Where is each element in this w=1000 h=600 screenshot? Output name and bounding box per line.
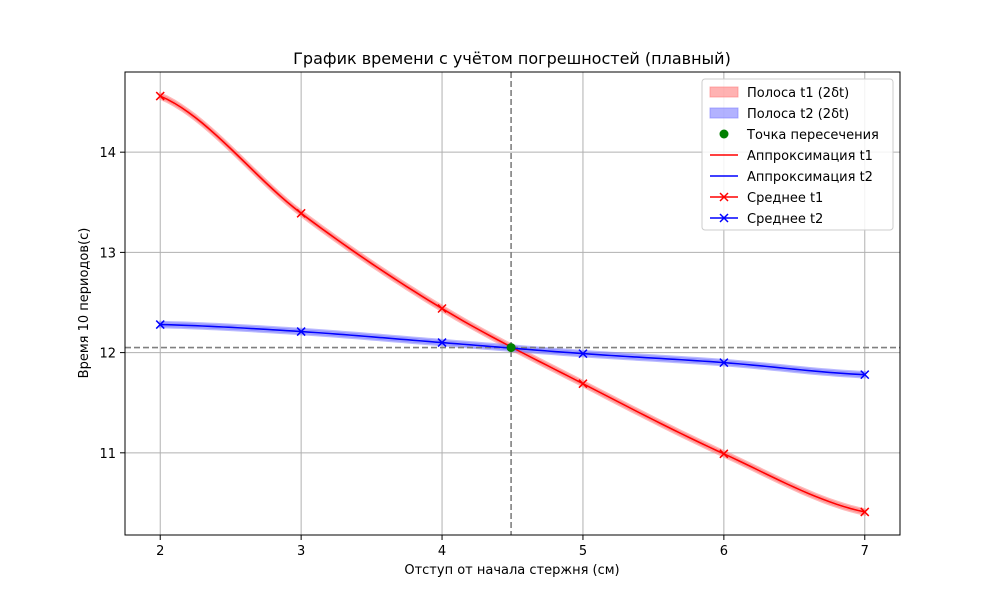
x-tick-label: 6: [720, 544, 728, 559]
plot-frame: [124, 71, 901, 536]
legend-entry: Полоса t2 (2δt): [709, 107, 849, 122]
axes: [124, 71, 901, 536]
error-band: [158, 91, 867, 517]
legend-swatch: [709, 86, 739, 98]
legend-entry: Среднее t1: [710, 191, 823, 206]
chart-title: График времени с учётом погрешностей (пл…: [293, 49, 731, 68]
x-tick-label: 2: [156, 544, 164, 559]
legend-entry: Полоса t1 (2δt): [709, 86, 849, 101]
x-ticks: 2 3 4 5 6 7: [156, 535, 869, 559]
data-point: [437, 338, 447, 348]
legend-label: Точка пересечения: [746, 128, 879, 143]
data-point: [155, 91, 165, 101]
legend-label: Полоса t1 (2δt): [747, 86, 849, 101]
legend-entry: Аппроксимация t2: [710, 170, 873, 185]
y-tick-label: 13: [99, 246, 116, 261]
y-ticks: 11 12 13 14: [99, 146, 125, 462]
series-markers: [155, 91, 870, 517]
y-axis-label: Время 10 периодов(с): [77, 228, 92, 379]
legend-marker: [719, 213, 729, 223]
y-tick-label: 11: [99, 447, 116, 462]
data-point: [860, 507, 870, 517]
data-point: [719, 449, 729, 459]
legend-label: Среднее t2: [747, 212, 823, 227]
legend-label: Среднее t1: [747, 191, 823, 206]
x-tick-label: 7: [861, 544, 869, 559]
data-point: [296, 208, 306, 218]
data-point: [296, 327, 306, 337]
legend-marker: [719, 129, 729, 139]
data-point: [719, 358, 729, 368]
intersection-point: [506, 343, 516, 353]
legend: Полоса t1 (2δt) Полоса t2 (2δt) Точка пере…: [701, 78, 894, 231]
data-point: [155, 320, 165, 330]
legend-entry: Среднее t2: [710, 212, 823, 227]
legend-marker: [719, 192, 729, 202]
legend-entry: Аппроксимация t1: [710, 149, 873, 164]
data-point: [860, 370, 870, 380]
x-tick-label: 4: [438, 544, 446, 559]
data-point: [578, 349, 588, 359]
legend-box: [701, 78, 894, 231]
legend-label: Полоса t2 (2δt): [747, 107, 849, 122]
legend-swatch: [709, 107, 739, 119]
legend-entry: Точка пересечения: [719, 128, 879, 143]
legend-label: Аппроксимация t2: [747, 170, 873, 185]
data-point: [578, 379, 588, 389]
x-axis-label: Отступ от начала стержня (см): [404, 563, 619, 578]
x-tick-label: 5: [579, 544, 587, 559]
legend-label: Аппроксимация t1: [747, 149, 873, 164]
x-tick-label: 3: [297, 544, 305, 559]
y-tick-label: 12: [99, 347, 116, 362]
data-point: [437, 303, 447, 314]
y-tick-label: 14: [99, 146, 116, 161]
